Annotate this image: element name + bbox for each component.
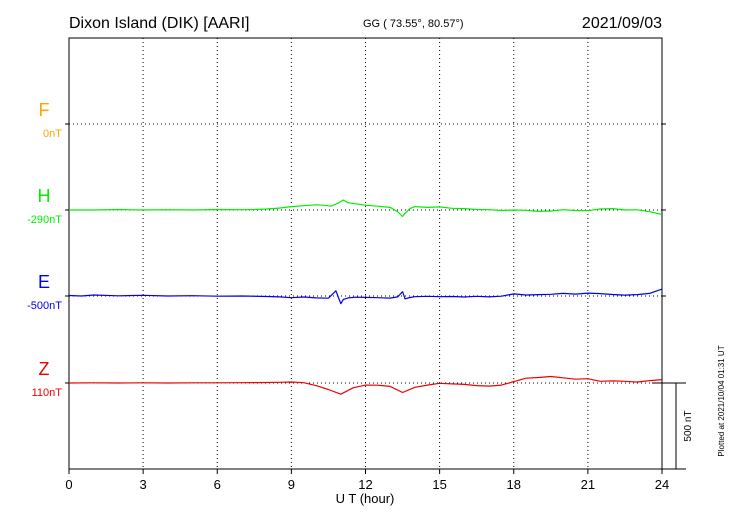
baseline-value-f: 0nT	[43, 128, 62, 140]
component-label-h: H	[38, 186, 51, 206]
x-axis-ticks: 0 3 6 9 12 15 18 21 24	[65, 469, 669, 492]
x-tick-label: 3	[140, 477, 147, 492]
component-label-z: Z	[39, 359, 50, 379]
x-tick-label: 15	[432, 477, 446, 492]
x-tick-label: 18	[507, 477, 521, 492]
x-tick-label: 12	[358, 477, 372, 492]
baseline-value-z: 110nT	[32, 387, 63, 399]
baseline-value-h: -290nT	[27, 214, 62, 226]
x-tick-label: 0	[65, 477, 72, 492]
station-title: Dixon Island (DIK) [AARI]	[69, 15, 250, 32]
scale-bar-label: 500 nT	[683, 410, 694, 441]
trace-h	[69, 199, 663, 218]
component-label-f: F	[39, 100, 50, 120]
plot-timestamp-note: Plotted at 2021/10/04 01:31 UT	[717, 345, 726, 456]
x-tick-label: 9	[288, 477, 295, 492]
component-traces	[68, 199, 663, 395]
baseline-value-e: -500nT	[27, 300, 62, 312]
trace-z	[68, 375, 663, 395]
vertical-gridlines	[142, 38, 589, 469]
chart-date: 2021/09/03	[582, 15, 662, 32]
trace-e	[68, 288, 663, 305]
scale-bar: 500 nT	[652, 382, 694, 470]
geographic-coords: GG ( 73.55°, 80.57°)	[363, 18, 464, 30]
component-label-e: E	[38, 272, 50, 292]
x-tick-label: 6	[214, 477, 221, 492]
x-tick-label: 21	[581, 477, 595, 492]
x-tick-label: 24	[655, 477, 669, 492]
component-labels: F 0nT H -290nT E -500nT Z 110nT	[27, 100, 62, 399]
x-axis-title: U T (hour)	[336, 491, 395, 506]
